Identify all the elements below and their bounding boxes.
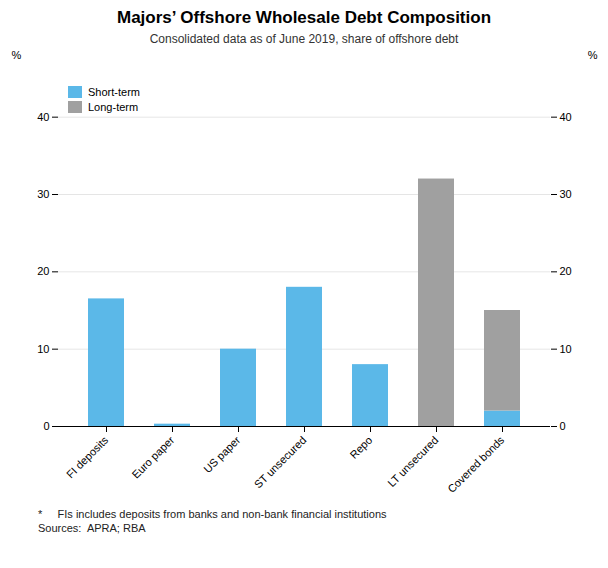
html-text:Long-term: Long-term [88,101,139,113]
svg-text:0: 0 [560,420,566,432]
svg-text:US paper: US paper [201,434,243,476]
svg-text:20: 20 [37,265,49,277]
html-text:Sources: APRA; RBA: Sources: APRA; RBA [38,522,146,534]
svg-text:30: 30 [560,188,572,200]
html-text:Consolidated data as of June 2: Consolidated data as of June 2019, share… [149,32,459,46]
svg-text:0: 0 [43,420,49,432]
svg-text:%: % [588,49,598,61]
html-text:Majors’ Offshore Wholesale Deb: Majors’ Offshore Wholesale Debt Composit… [117,8,491,27]
svg-text:%: % [12,49,22,61]
svg-text:40: 40 [37,111,49,123]
svg-text:40: 40 [560,111,572,123]
svg-text:ST unsecured: ST unsecured [252,434,309,491]
svg-text:Covered bonds: Covered bonds [445,433,507,495]
svg-text:10: 10 [37,343,49,355]
svg-text:Euro paper: Euro paper [129,434,176,481]
svg-text:30: 30 [37,188,49,200]
svg-text:10: 10 [560,343,572,355]
svg-text:LT unsecured: LT unsecured [385,434,440,489]
svg-text:20: 20 [560,265,572,277]
html-text:Short-term: Short-term [88,86,140,98]
svg-text:Repo: Repo [347,434,374,461]
svg-text:FI deposits: FI deposits [64,433,111,480]
html-text:* FIs includes deposits from b: * FIs includes deposits from banks and n… [38,508,387,520]
